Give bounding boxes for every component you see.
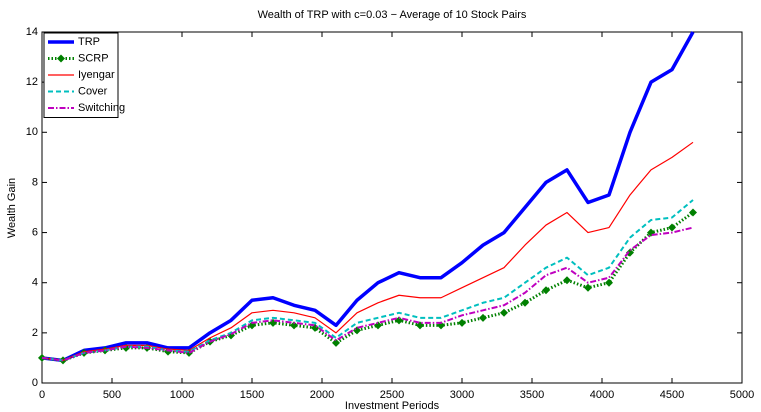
y-tick-label: 8 (32, 176, 38, 188)
series-marker (458, 318, 466, 327)
y-axis-label: Wealth Gain (6, 178, 18, 238)
x-tick-label: 5000 (730, 389, 754, 401)
series-marker (332, 338, 340, 347)
x-tick-label: 500 (103, 389, 121, 401)
x-tick-label: 4000 (590, 389, 614, 401)
legend-label: Iyengar (78, 69, 115, 81)
x-axis-label: Investment Periods (345, 400, 440, 412)
legend-label: TRP (78, 36, 100, 48)
series-marker (542, 286, 550, 295)
series-marker (689, 208, 697, 217)
x-tick-label: 3500 (520, 389, 544, 401)
series-marker (626, 248, 634, 257)
series-line (41, 141, 694, 362)
series-marker (521, 298, 529, 307)
x-tick-label: 1000 (170, 389, 194, 401)
x-tick-label: 1500 (240, 389, 264, 401)
x-tick-label: 2500 (380, 389, 404, 401)
series-marker (479, 313, 487, 322)
series-line (41, 226, 694, 362)
series-marker (500, 308, 508, 317)
series-marker (395, 316, 403, 325)
series-line (41, 199, 694, 362)
legend-label: Switching (78, 102, 125, 114)
y-tick-label: 10 (26, 126, 38, 138)
y-tick-label: 12 (26, 76, 38, 88)
x-tick-label: 3000 (450, 389, 474, 401)
y-tick-label: 2 (32, 327, 38, 339)
legend-label: SCRP (78, 52, 109, 64)
series-marker (668, 223, 676, 232)
legend-marker (57, 54, 65, 63)
y-tick-label: 6 (32, 226, 38, 238)
y-tick-label: 4 (32, 277, 38, 289)
series-marker (374, 321, 382, 330)
plot-area (41, 31, 743, 384)
series-marker (290, 321, 298, 330)
chart-title: Wealth of TRP with c=0.03 − Average of 1… (258, 9, 527, 21)
x-tick-label: 0 (39, 389, 45, 401)
x-tick-label: 4500 (660, 389, 684, 401)
series-marker (563, 276, 571, 285)
x-tick-label: 2000 (310, 389, 334, 401)
series-line (41, 211, 694, 362)
y-tick-label: 14 (26, 26, 38, 38)
y-tick-label: 0 (32, 377, 38, 389)
series-marker (584, 283, 592, 292)
legend-label: Cover (78, 85, 108, 97)
series-line (41, 31, 695, 363)
series-marker (605, 278, 613, 287)
